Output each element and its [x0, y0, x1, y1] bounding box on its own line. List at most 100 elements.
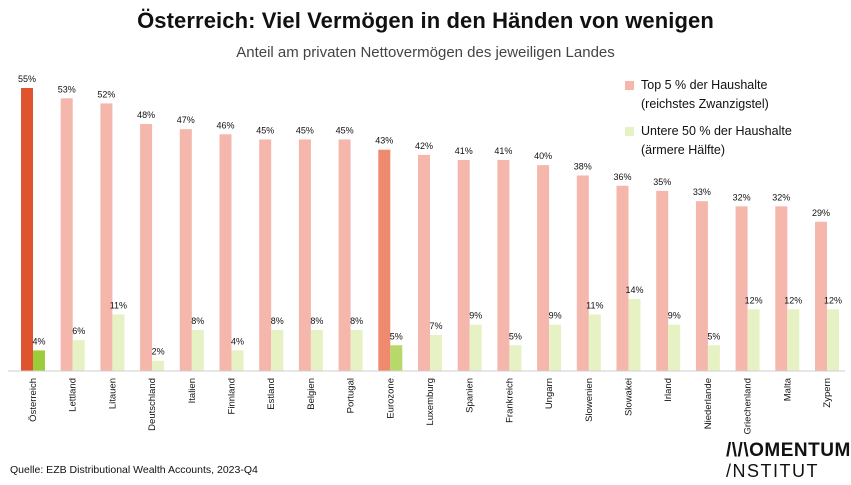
- value-label-bottom-slowakei: 14%: [625, 285, 643, 295]
- bar-top-spanien: [457, 160, 470, 371]
- value-label-bottom-portugal: 8%: [350, 316, 363, 326]
- category-label-slowenien: Slowenien: [584, 378, 595, 422]
- bar-top-slowakei: [616, 185, 629, 371]
- bar-top-frankreich: [497, 160, 510, 371]
- value-label-bottom-deutschland: 2%: [152, 347, 165, 357]
- value-label-top-spanien: 41%: [455, 146, 473, 156]
- value-label-top-litauen: 52%: [97, 89, 115, 99]
- logo-line2: /NSTITUT: [726, 461, 819, 481]
- logo-line1: /\/\OMENTUM: [726, 440, 851, 461]
- chart-subtitle: Anteil am privaten Nettovermögen des jew…: [236, 44, 615, 61]
- bar-top-estland: [259, 139, 272, 371]
- bar-top-belgien: [298, 139, 311, 371]
- bar-top-italien: [179, 129, 192, 371]
- bar-bottom-frankreich: [509, 345, 522, 371]
- bar-top-zypern: [815, 221, 827, 371]
- category-label-malta: Malta: [782, 377, 793, 401]
- bar-bottom-slowakei: [628, 298, 641, 371]
- category-label-deutschland: Deutschland: [147, 378, 158, 431]
- category-label-luxemburg: Luxemburg: [425, 378, 436, 426]
- category-label-ungarn: Ungarn: [544, 378, 555, 409]
- chart-title: Österreich: Viel Vermögen in den Händen …: [137, 8, 714, 33]
- bar-bottom-irland: [668, 324, 681, 371]
- value-label-top-estland: 45%: [256, 125, 274, 135]
- value-label-top-zypern: 29%: [812, 208, 830, 218]
- bar-bottom-spanien: [469, 324, 482, 371]
- value-label-top-griechenland: 32%: [733, 192, 751, 202]
- bar-top-griechenland: [735, 206, 748, 371]
- value-label-top-italien: 47%: [177, 115, 195, 125]
- value-label-top-niederlande: 33%: [693, 187, 711, 197]
- bar-top-litauen: [100, 103, 113, 371]
- category-label-belgien: Belgien: [306, 378, 317, 410]
- legend-swatch-top: [625, 81, 634, 90]
- bar-top-finnland: [219, 134, 232, 371]
- value-label-top-slowenien: 38%: [574, 161, 592, 171]
- value-label-bottom-estland: 8%: [271, 316, 284, 326]
- bar-top-slowenien: [576, 175, 589, 371]
- bar-top-niederlande: [695, 201, 708, 371]
- bar-bottom-deutschland: [152, 360, 165, 371]
- value-label-bottom-litauen: 11%: [110, 300, 127, 310]
- value-label-top-slowakei: 36%: [613, 172, 631, 182]
- value-label-top-portugal: 45%: [336, 125, 354, 135]
- bar-bottom-zypern: [827, 309, 839, 371]
- value-label-bottom-italien: 8%: [191, 316, 204, 326]
- category-label-irland: Irland: [663, 378, 674, 402]
- bar-bottom-griechenland: [747, 309, 760, 371]
- value-label-bottom-niederlande: 5%: [707, 331, 720, 341]
- legend-label-bottom-line2: (ärmere Hälfte): [641, 143, 726, 157]
- category-label-spanien: Spanien: [465, 378, 476, 413]
- value-label-bottom-ungarn: 9%: [549, 311, 562, 321]
- legend-label-top-line2: (reichstes Zwanzigstel): [641, 97, 769, 111]
- value-label-top-deutschland: 48%: [137, 110, 155, 120]
- bar-top-deutschland: [140, 124, 153, 371]
- value-label-top-frankreich: 41%: [494, 146, 512, 156]
- bar-top-lettland: [60, 98, 73, 372]
- bar-top-eurozone: [378, 149, 391, 371]
- value-label-top-ungarn: 40%: [534, 151, 552, 161]
- value-label-bottom-finnland: 4%: [231, 336, 244, 346]
- bar-top-malta: [775, 206, 788, 371]
- legend-item-top: Top 5 % der Haushalte (reichstes Zwanzig…: [625, 76, 792, 114]
- value-label-bottom-slowenien: 11%: [586, 300, 603, 310]
- legend-label-top-line1: Top 5 % der Haushalte: [641, 78, 768, 92]
- value-label-bottom-belgien: 8%: [310, 316, 323, 326]
- category-label-lettland: Lettland: [68, 378, 79, 412]
- value-label-bottom-malta: 12%: [784, 295, 802, 305]
- bar-top-portugal: [338, 139, 351, 371]
- value-label-bottom-irland: 9%: [668, 311, 681, 321]
- value-label-top-belgien: 45%: [296, 125, 314, 135]
- category-label-slowakei: Slowakei: [624, 378, 635, 416]
- category-label-zypern: Zypern: [822, 378, 833, 408]
- bar-top-oesterreich: [21, 88, 33, 371]
- value-label-top-malta: 32%: [772, 192, 790, 202]
- value-label-top-finnland: 46%: [216, 120, 234, 130]
- value-label-bottom-spanien: 9%: [469, 311, 482, 321]
- legend-label-bottom-line1: Untere 50 % der Haushalte: [641, 124, 792, 138]
- bar-bottom-niederlande: [707, 345, 720, 371]
- value-label-bottom-griechenland: 12%: [745, 295, 763, 305]
- legend: Top 5 % der Haushalte (reichstes Zwanzig…: [625, 76, 792, 168]
- bar-bottom-slowenien: [588, 314, 601, 371]
- bar-bottom-ungarn: [549, 324, 562, 371]
- category-label-litauen: Litauen: [107, 378, 118, 409]
- category-label-portugal: Portugal: [346, 378, 357, 413]
- category-label-griechenland: Griechenland: [743, 378, 754, 435]
- value-label-top-luxemburg: 42%: [415, 141, 433, 151]
- legend-item-bottom: Untere 50 % der Haushalte (ärmere Hälfte…: [625, 122, 792, 160]
- bar-bottom-lettland: [72, 340, 85, 371]
- bar-bottom-oesterreich: [33, 350, 45, 371]
- category-label-estland: Estland: [266, 378, 277, 410]
- value-label-top-eurozone: 43%: [375, 136, 393, 146]
- bar-top-luxemburg: [418, 154, 430, 371]
- legend-swatch-bottom: [625, 127, 634, 136]
- bar-bottom-litauen: [112, 314, 125, 371]
- value-label-bottom-oesterreich: 4%: [32, 336, 45, 346]
- value-label-bottom-zypern: 12%: [824, 295, 842, 305]
- momentum-institut-logo: /\/\OMENTUM /NSTITUT: [726, 440, 851, 482]
- bar-bottom-estland: [271, 329, 284, 371]
- bar-top-irland: [656, 190, 669, 371]
- value-label-bottom-eurozone: 5%: [390, 331, 403, 341]
